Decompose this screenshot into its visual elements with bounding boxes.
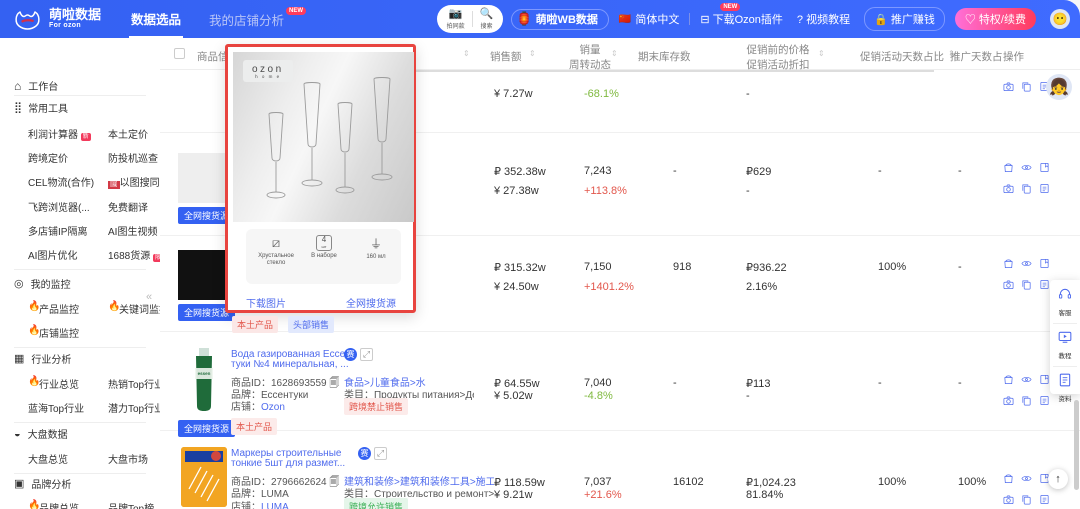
svg-text:essen: essen (198, 371, 211, 376)
